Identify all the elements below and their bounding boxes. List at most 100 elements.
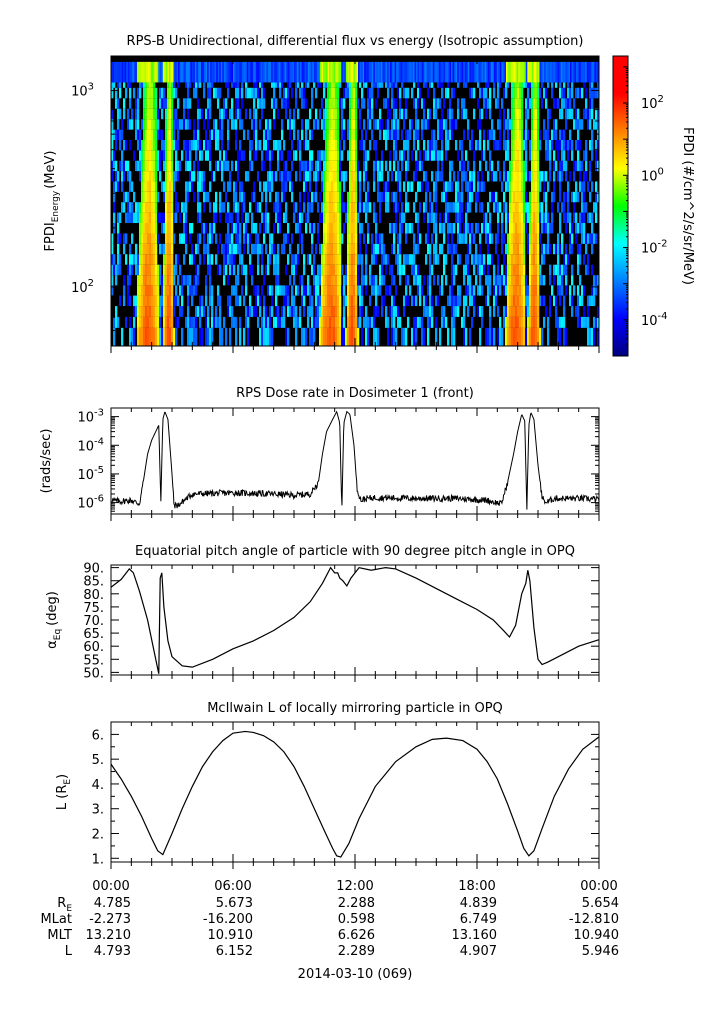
spectrogram-cell: [177, 119, 180, 130]
spectrogram-cell: [155, 87, 158, 99]
spectrogram-cell: [153, 243, 156, 255]
ephemeris-row-label-sub: E: [66, 904, 72, 914]
spectrogram-cell: [203, 87, 206, 99]
spectrogram-cell: [503, 202, 506, 213]
spectrogram-cell: [115, 275, 118, 286]
spectrogram-cell: [217, 129, 220, 141]
saturation-band-cell: [542, 61, 545, 83]
spectrogram-cell: [261, 285, 264, 296]
spectrogram-cell: [155, 327, 158, 346]
spectrogram-cell: [221, 243, 224, 255]
colorbar-tick-label-3-exp: 2: [658, 94, 664, 105]
spectrogram-cell: [225, 243, 228, 255]
spectrogram-cell: [391, 171, 394, 182]
spectrogram-cell: [461, 181, 464, 192]
spectrogram-cell: [381, 243, 384, 255]
spectrogram-cell: [351, 181, 354, 192]
spectrogram-cell: [473, 254, 476, 265]
spectrogram-cell: [397, 243, 400, 255]
spectrogram-cell: [565, 264, 568, 276]
spectrogram-cell: [373, 160, 376, 172]
spectrogram-cell: [195, 129, 198, 141]
spectrogram-cell: [381, 295, 384, 307]
spectrogram-cell: [323, 243, 326, 255]
saturation-band-cell: [274, 61, 276, 83]
saturation-band-cell: [434, 61, 437, 83]
spectrogram-cell: [355, 306, 358, 317]
spectrogram-cell: [237, 295, 240, 307]
spectrogram-cell: [425, 191, 428, 203]
spectrogram-cell: [353, 160, 356, 172]
spectrogram-cell: [123, 160, 126, 172]
spectrogram-cell: [477, 222, 480, 234]
spectrogram-cell: [563, 202, 566, 213]
spectrogram-cell: [191, 171, 194, 182]
spectrogram-cell: [595, 233, 598, 244]
spectrogram-cell: [347, 150, 350, 161]
panel-2-y-tick-label-1-base: 10: [77, 439, 94, 454]
spectrogram-cell: [335, 264, 338, 276]
spectrogram-cell: [217, 264, 220, 276]
spectrogram-cell: [471, 129, 474, 141]
spectrogram-cell: [415, 119, 418, 130]
spectrogram-cell: [443, 254, 446, 265]
spectrogram-cell: [469, 233, 472, 244]
spectrogram-cell: [123, 233, 126, 244]
spectrogram-cell: [171, 295, 174, 307]
spectrogram-cell: [191, 254, 194, 265]
spectrogram-cell: [545, 98, 548, 109]
spectrogram-cell: [535, 119, 538, 130]
ephemeris-row-label-main: R: [57, 896, 66, 911]
saturation-band-cell: [574, 61, 577, 83]
spectrogram-cell: [343, 98, 346, 109]
saturation-band-cell: [150, 61, 153, 83]
spectrogram-cell: [429, 108, 432, 120]
spectrogram-cell: [371, 316, 374, 328]
spectrogram-cell: [335, 254, 338, 265]
spectrogram-cell: [495, 275, 498, 286]
spectrogram-cell: [223, 264, 226, 276]
spectrogram-cell: [503, 129, 506, 141]
spectrogram-cell: [141, 327, 144, 346]
spectrogram-cell: [129, 181, 132, 192]
spectrogram-cell: [577, 285, 580, 296]
spectrogram-cell: [197, 129, 200, 141]
spectrogram-cell: [597, 275, 600, 286]
spectrogram-cell: [201, 181, 204, 192]
spectrogram-cell: [167, 285, 170, 296]
spectrogram-cell: [377, 82, 380, 88]
spectrogram-cell: [431, 295, 434, 307]
spectrogram-cell: [557, 285, 560, 296]
spectrogram-cell: [329, 87, 332, 99]
spectrogram-cell: [535, 129, 538, 141]
spectrogram-cell: [569, 285, 572, 296]
spectrogram-cell: [333, 160, 336, 172]
spectrogram-cell: [355, 212, 358, 223]
spectrogram-cell: [235, 295, 238, 307]
spectrogram-cell: [549, 108, 552, 120]
spectrogram-cell: [197, 212, 200, 223]
spectrogram-cell: [495, 140, 498, 151]
spectrogram-cell: [325, 191, 328, 203]
spectrogram-cell: [195, 306, 198, 317]
spectrogram-cell: [565, 108, 568, 120]
panel-1-title: RPS-B Unidirectional, differential flux …: [127, 34, 584, 49]
spectrogram-cell: [533, 119, 536, 130]
spectrogram-cell: [539, 140, 542, 151]
spectrogram-cell: [127, 264, 130, 276]
spectrogram-cell: [399, 316, 402, 328]
spectrogram-cell: [157, 327, 160, 346]
spectrogram-cell: [199, 181, 202, 192]
spectrogram-cell: [351, 171, 354, 182]
spectrogram-cell: [307, 275, 310, 286]
spectrogram-cell: [563, 254, 566, 265]
spectrogram-cell: [205, 316, 208, 328]
spectrogram-cell: [309, 202, 312, 213]
saturation-band-cell: [178, 61, 180, 83]
spectrogram-cell: [165, 108, 168, 120]
spectrogram-cell: [329, 285, 332, 296]
spectrogram-cell: [367, 150, 370, 161]
spectrogram-cell: [263, 129, 266, 141]
spectrogram-cell: [575, 191, 578, 203]
spectrogram-cell: [389, 264, 392, 276]
